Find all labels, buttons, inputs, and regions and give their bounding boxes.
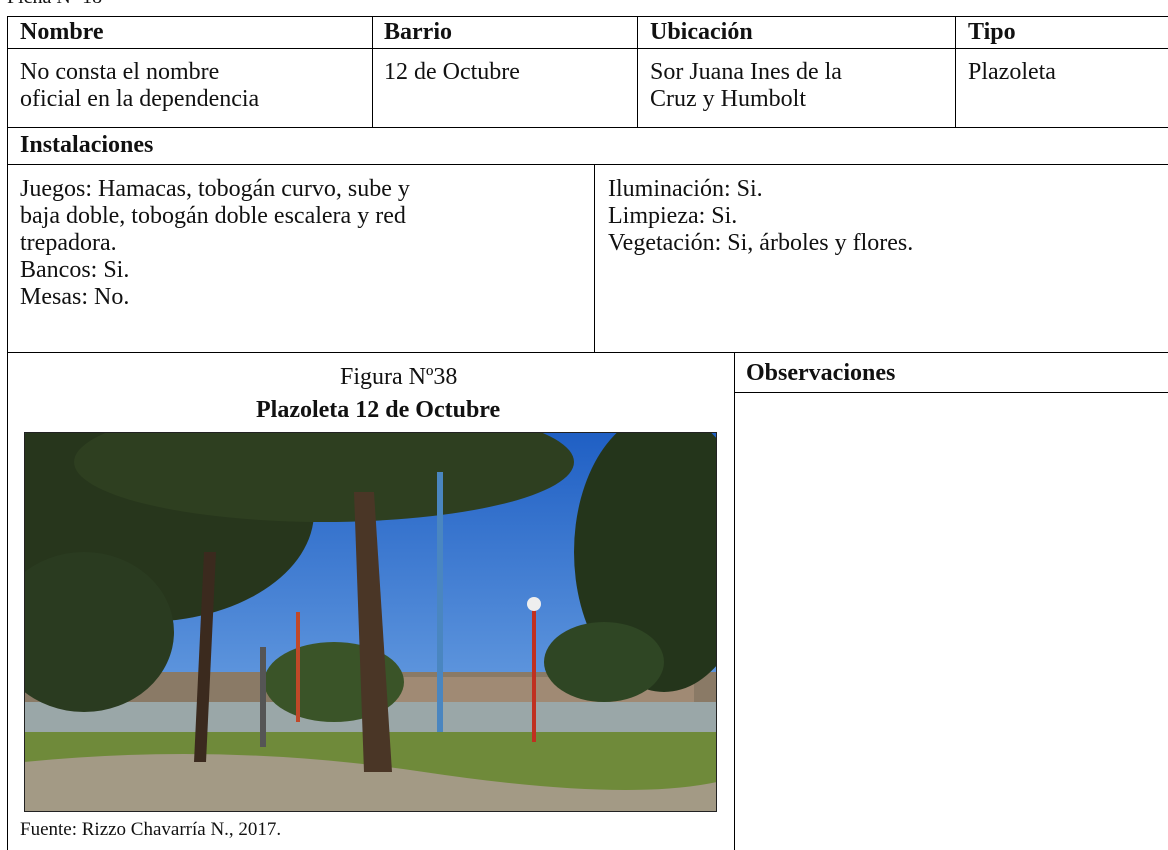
header-cell: Barrio <box>384 19 452 45</box>
rule <box>372 16 373 127</box>
cell-line: Vegetación: Si, árboles y flores. <box>608 230 914 256</box>
cell-line: No consta el nombre <box>20 59 220 85</box>
figure-source: Fuente: Rizzo Chavarría N., 2017. <box>20 819 282 840</box>
rule <box>7 16 8 850</box>
header-cell: Tipo <box>968 19 1016 45</box>
rule <box>7 48 1168 49</box>
cell-line: Plazoleta <box>968 59 1056 85</box>
rule <box>734 392 1168 393</box>
rule <box>7 164 1168 165</box>
cell-line: Mesas: No. <box>20 284 130 310</box>
figure-title: Plazoleta 12 de Octubre <box>256 397 501 423</box>
header-cell: Ubicación <box>650 19 753 45</box>
rule <box>7 127 1168 128</box>
observations-title: Observaciones <box>746 360 896 386</box>
rule <box>7 352 1168 353</box>
cell-line: Limpieza: Si. <box>608 203 738 229</box>
rule <box>734 352 735 850</box>
photo <box>24 432 717 812</box>
section-title: Instalaciones <box>20 132 154 158</box>
cell-line: trepadora. <box>20 230 117 256</box>
cell-line: Juegos: Hamacas, tobogán curvo, sube y <box>20 176 410 202</box>
cell-line: 12 de Octubre <box>384 59 520 85</box>
page-title: Ficha Nº 18 <box>7 0 102 11</box>
rule <box>955 16 956 127</box>
cell-line: oficial en la dependencia <box>20 86 260 112</box>
figure-number: Figura Nº38 <box>340 364 458 390</box>
cell-line: Bancos: Si. <box>20 257 130 283</box>
cell-line: Sor Juana Ines de la <box>650 59 842 85</box>
rule <box>637 16 638 127</box>
cell-line: baja doble, tobogán doble escalera y red <box>20 203 406 229</box>
cell-line: Iluminación: Si. <box>608 176 763 202</box>
rule <box>594 164 595 352</box>
cell-line: Cruz y Humbolt <box>650 86 806 112</box>
header-cell: Nombre <box>20 19 104 45</box>
rule <box>7 16 1168 17</box>
